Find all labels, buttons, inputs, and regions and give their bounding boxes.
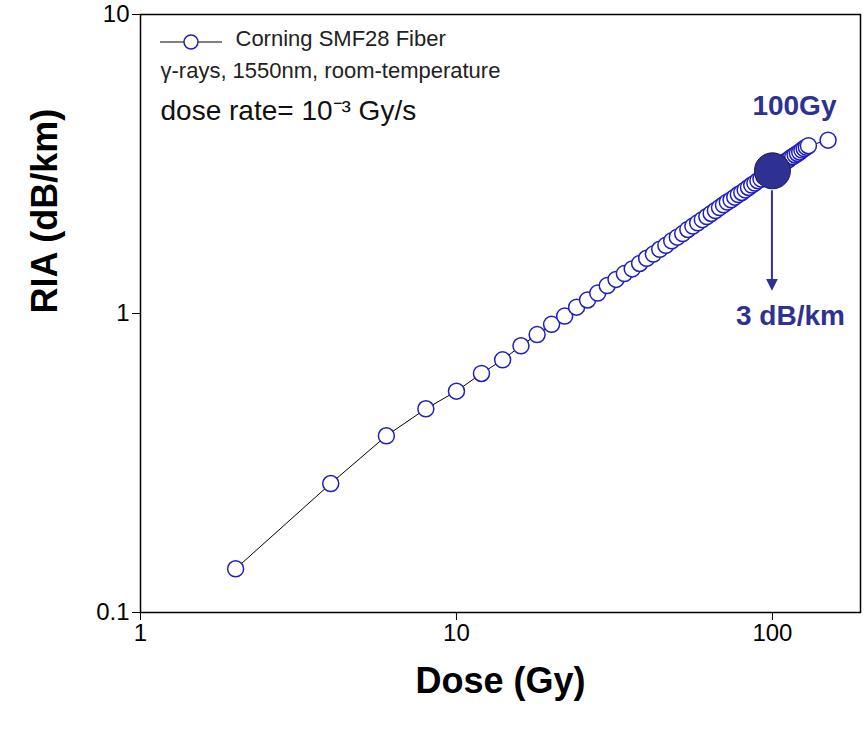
svg-text:0.1: 0.1: [96, 598, 129, 625]
svg-text:Corning SMF28 Fiber: Corning SMF28 Fiber: [236, 26, 446, 51]
svg-text:1: 1: [134, 619, 147, 646]
svg-text:Dose (Gy): Dose (Gy): [415, 660, 585, 701]
svg-text:γ-rays, 1550nm, room-temperatu: γ-rays, 1550nm, room-temperature: [161, 58, 501, 83]
svg-text:100Gy: 100Gy: [752, 90, 836, 121]
svg-text:3 dB/km: 3 dB/km: [736, 300, 845, 331]
svg-text:dose rate= 10⁻³ Gy/s: dose rate= 10⁻³ Gy/s: [161, 95, 417, 126]
svg-text:10: 10: [103, 0, 130, 27]
svg-text:10: 10: [443, 619, 470, 646]
svg-text:100: 100: [752, 619, 792, 646]
svg-text:1: 1: [116, 299, 129, 326]
svg-text:RIA (dB/km): RIA (dB/km): [24, 109, 65, 314]
